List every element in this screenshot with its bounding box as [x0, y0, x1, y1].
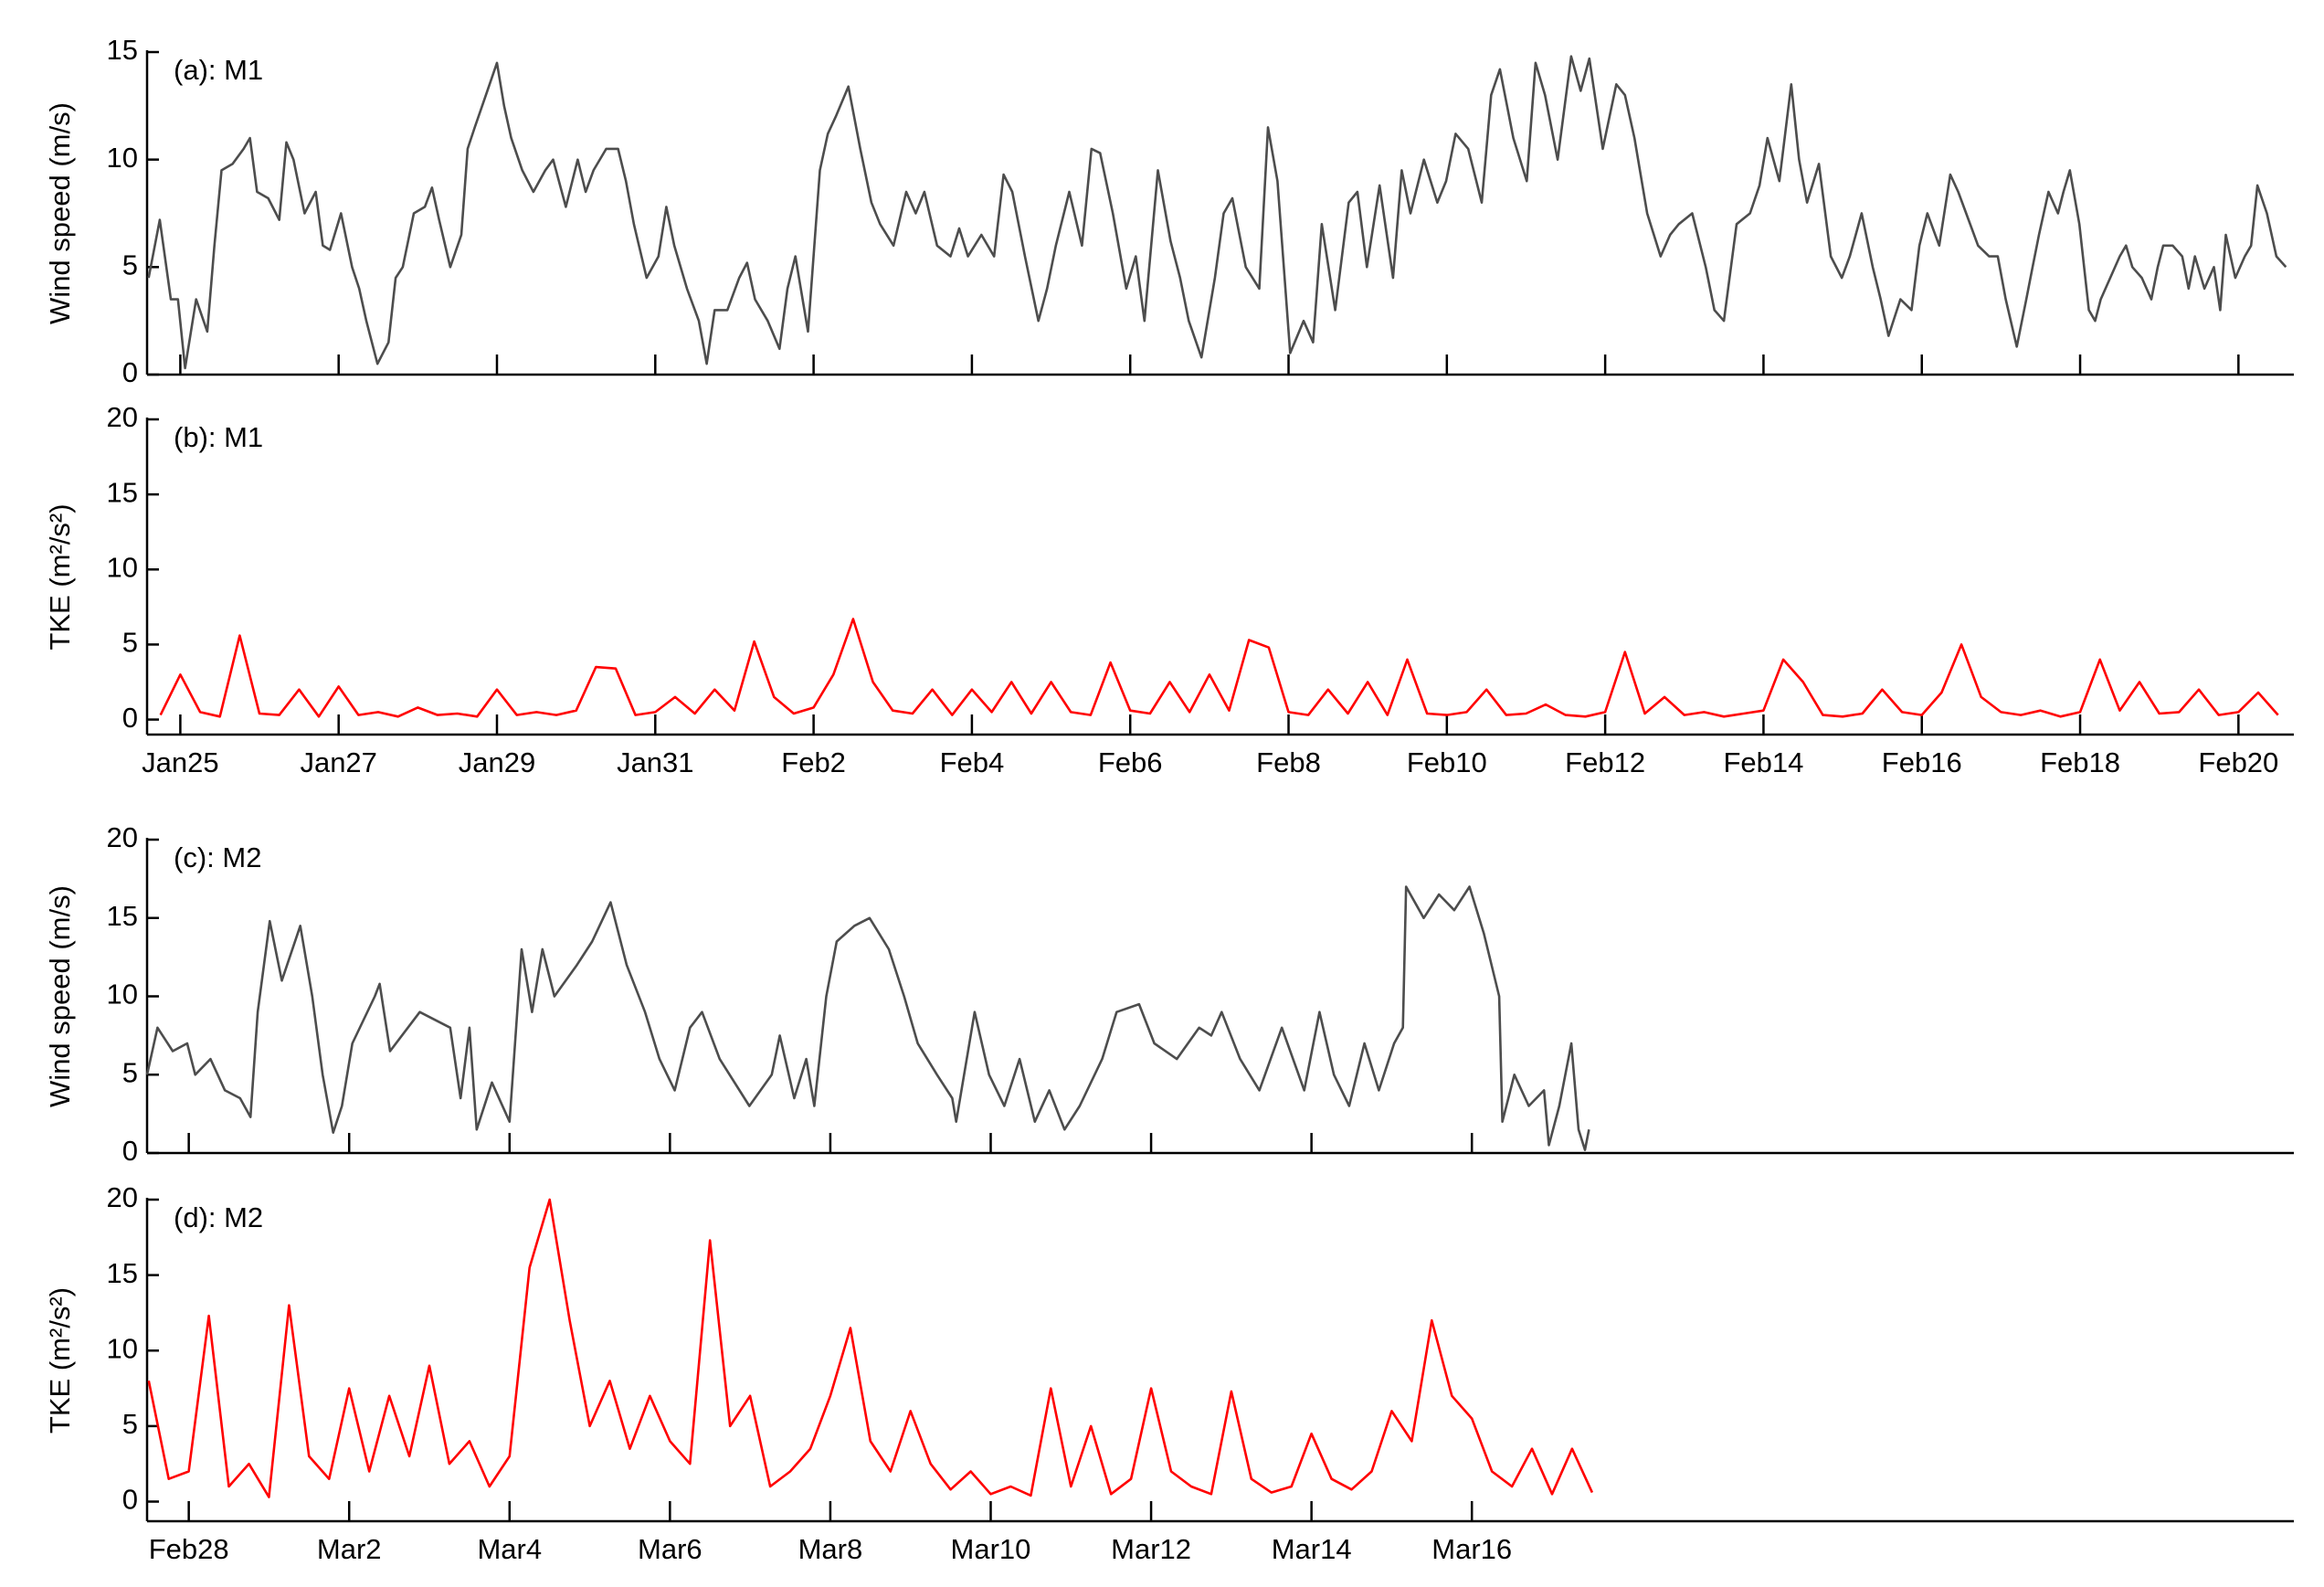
- x-tick-label: Feb16: [1882, 746, 1962, 778]
- y-tick-label: 10: [107, 1332, 138, 1364]
- y-axis-label: Wind speed (m/s): [44, 102, 76, 324]
- y-tick-label: 15: [107, 34, 138, 66]
- panel-label: (c): M2: [174, 841, 261, 873]
- x-tick-label: Feb8: [1256, 746, 1321, 778]
- x-tick-label: Feb20: [2198, 746, 2278, 778]
- x-tick-label: Mar6: [638, 1533, 702, 1565]
- y-axis-label: Wind speed (m/s): [44, 885, 76, 1107]
- x-tick-label: Mar14: [1272, 1533, 1352, 1565]
- x-tick-label: Mar16: [1431, 1533, 1512, 1565]
- panel-label: (b): M1: [174, 421, 263, 453]
- y-tick-label: 10: [107, 551, 138, 583]
- y-tick-label: 5: [122, 1408, 138, 1440]
- x-tick-label: Feb28: [149, 1533, 229, 1565]
- y-tick-label: 20: [107, 401, 138, 433]
- y-axis-label: TKE (m²/s²): [44, 503, 76, 650]
- y-tick-label: 20: [107, 1181, 138, 1213]
- x-tick-label: Feb2: [781, 746, 846, 778]
- x-tick-label: Feb10: [1407, 746, 1487, 778]
- panel-label: (a): M1: [174, 54, 263, 86]
- x-tick-label: Feb4: [940, 746, 1005, 778]
- data-line: [147, 55, 2287, 370]
- x-tick-label: Mar12: [1111, 1533, 1191, 1565]
- y-axis-label: TKE (m²/s²): [44, 1287, 76, 1434]
- y-tick-label: 5: [122, 1056, 138, 1088]
- x-tick-label: Feb18: [2040, 746, 2120, 778]
- y-tick-label: 0: [122, 1484, 138, 1516]
- x-tick-label: Mar8: [798, 1533, 863, 1565]
- x-tick-label: Jan31: [617, 746, 693, 778]
- x-tick-label: Jan25: [142, 746, 218, 778]
- x-tick-label: Mar10: [951, 1533, 1031, 1565]
- data-line: [145, 885, 1590, 1151]
- y-tick-label: 10: [107, 979, 138, 1010]
- panel-label: (d): M2: [174, 1201, 263, 1233]
- y-tick-label: 15: [107, 1257, 138, 1289]
- y-tick-label: 0: [122, 1135, 138, 1167]
- y-tick-label: 20: [107, 821, 138, 853]
- x-tick-label: Mar2: [317, 1533, 382, 1565]
- y-tick-label: 15: [107, 476, 138, 508]
- x-tick-label: Jan27: [300, 746, 376, 778]
- x-tick-label: Feb12: [1565, 746, 1645, 778]
- x-tick-label: Feb14: [1723, 746, 1803, 778]
- x-tick-label: Jan29: [459, 746, 535, 778]
- y-tick-label: 0: [122, 356, 138, 388]
- y-tick-label: 0: [122, 702, 138, 734]
- x-tick-label: Feb6: [1098, 746, 1163, 778]
- y-tick-label: 15: [107, 900, 138, 932]
- data-line: [159, 618, 2279, 718]
- y-tick-label: 5: [122, 627, 138, 659]
- y-tick-label: 10: [107, 142, 138, 174]
- data-line: [147, 1198, 1594, 1498]
- y-tick-label: 5: [122, 249, 138, 281]
- x-tick-label: Mar4: [477, 1533, 542, 1565]
